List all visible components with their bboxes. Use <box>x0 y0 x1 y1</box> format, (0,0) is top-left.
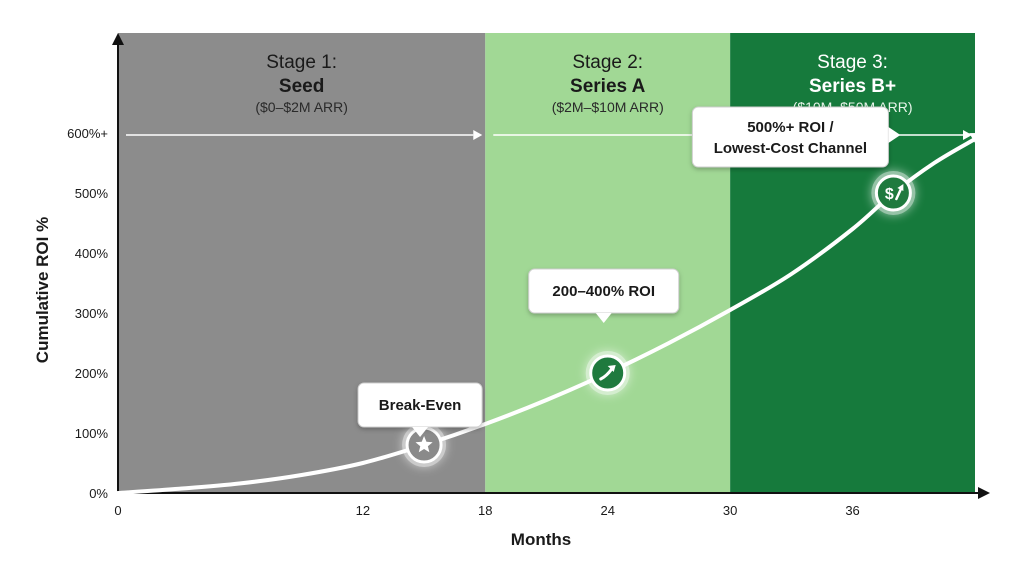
marker-circle <box>874 174 912 212</box>
stage-3-name: Series B+ <box>809 76 896 97</box>
x-tick-label: 0 <box>114 503 121 518</box>
star-icon <box>415 436 433 453</box>
x-tick-label: 24 <box>600 503 614 518</box>
stage-3-arrowhead <box>963 130 972 140</box>
trend-up-arrowhead <box>607 365 616 372</box>
callout-text-line2: Lowest-Cost Channel <box>714 140 867 157</box>
callout-pointer <box>412 427 429 437</box>
y-tick-labels: 0% 100% 200% 300% 400% 500% 600%+ <box>67 126 108 501</box>
annotation-2: 200–400% ROI <box>528 268 680 395</box>
x-axis-arrowhead <box>978 487 990 499</box>
x-axis-title: Months <box>511 530 571 549</box>
y-tick-label: 100% <box>75 426 109 441</box>
stage-2-name: Series A <box>570 76 646 97</box>
annotation-1: Break-Even <box>357 382 483 467</box>
stage-2-heading: Stage 2: <box>572 52 643 73</box>
y-tick-label: 600%+ <box>67 126 108 141</box>
callout-text: 500%+ ROI / <box>747 119 834 136</box>
roi-curve-arrowhead <box>969 132 986 147</box>
stage-band-2 <box>485 33 731 493</box>
annotation-3: $500%+ ROI / Lowest-Cost Channel <box>691 106 916 215</box>
annotations: Break-Even 200–400% ROI $500%+ ROI / Lowest… <box>357 106 916 467</box>
stage-1-name: Seed <box>279 76 324 97</box>
stage-2-arr-range: ($2M–$10M ARR) <box>552 99 664 115</box>
y-tick-label: 500% <box>75 186 109 201</box>
axes <box>112 33 990 499</box>
y-axis-arrowhead <box>112 33 124 45</box>
y-tick-label: 0% <box>89 486 108 501</box>
stage-1-arr-range: ($0–$2M ARR) <box>255 99 348 115</box>
x-tick-labels: 0 12 18 24 30 36 <box>114 503 859 518</box>
dollar-growth-arrowhead <box>897 184 904 191</box>
y-tick-label: 200% <box>75 366 109 381</box>
roi-curve-group <box>116 132 986 495</box>
trend-up-arrow-icon <box>599 367 614 381</box>
stage-1-arrowhead <box>473 130 483 140</box>
dollar-growth-arrow <box>895 186 903 201</box>
y-tick-label: 400% <box>75 246 109 261</box>
y-axis-title: Cumulative ROI % <box>33 217 52 363</box>
x-tick-label: 30 <box>723 503 737 518</box>
callout-text: Break-Even <box>379 397 462 414</box>
callout-pointer <box>888 127 901 143</box>
stage-3-heading: Stage 3: <box>817 52 888 73</box>
roi-curve <box>116 137 977 495</box>
callout-box <box>691 106 889 168</box>
callout-text: 200–400% ROI <box>552 283 655 300</box>
x-tick-label: 18 <box>478 503 492 518</box>
stage-1-heading: Stage 1: <box>266 52 337 73</box>
callout-pointer <box>595 313 612 323</box>
x-tick-label: 36 <box>845 503 859 518</box>
x-tick-label: 12 <box>356 503 370 518</box>
dollar-growth-icon: $ <box>885 186 894 203</box>
y-tick-label: 300% <box>75 306 109 321</box>
